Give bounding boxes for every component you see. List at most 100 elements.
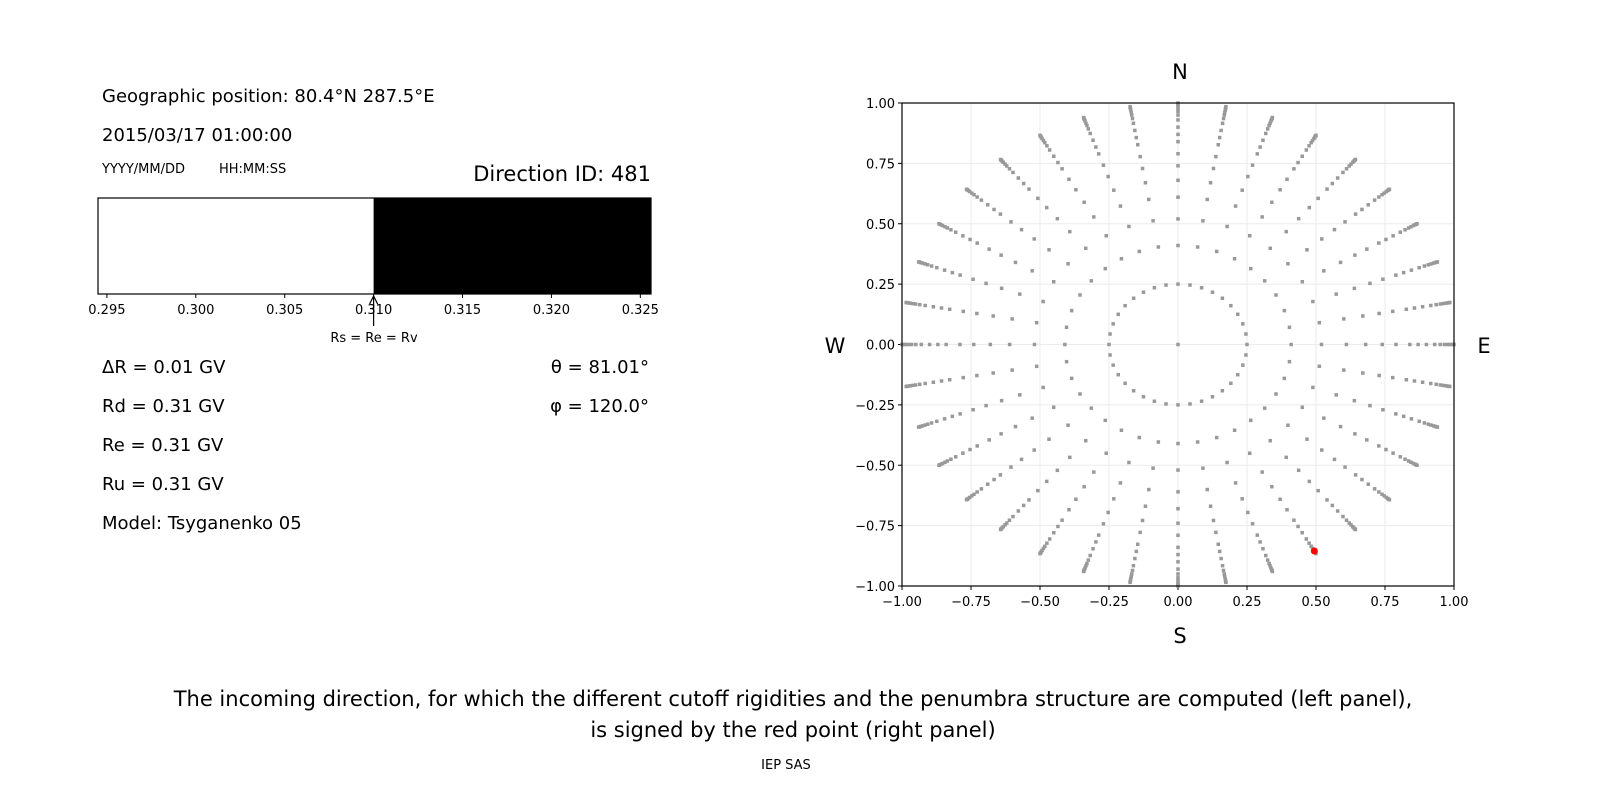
data-point — [1082, 484, 1086, 489]
data-point — [1438, 342, 1442, 347]
data-point — [1381, 277, 1385, 281]
data-point — [998, 212, 1003, 216]
data-point — [1129, 110, 1134, 115]
data-point — [1224, 580, 1228, 585]
data-point — [1221, 116, 1226, 121]
data-point — [1205, 487, 1209, 492]
data-point — [923, 423, 927, 427]
data-point — [1047, 248, 1051, 252]
y-tick-label: −0.50 — [855, 459, 895, 474]
data-point — [1246, 174, 1250, 179]
data-point — [998, 157, 1003, 162]
data-point — [1270, 484, 1274, 489]
data-point — [1236, 372, 1240, 377]
data-point — [1116, 312, 1120, 317]
data-point — [1030, 416, 1034, 420]
x-tick-label: −0.25 — [1089, 595, 1129, 610]
data-point — [1264, 131, 1268, 136]
data-point — [1300, 279, 1305, 284]
data-point — [1435, 425, 1440, 429]
data-point — [1268, 121, 1272, 125]
data-point — [1201, 219, 1205, 223]
data-point — [1217, 135, 1222, 140]
bar-frame — [97, 197, 652, 295]
data-point — [1129, 574, 1134, 579]
data-point — [1118, 204, 1123, 208]
x-tick-label: 0.300 — [177, 303, 214, 318]
data-point — [1038, 133, 1042, 138]
data-point — [1287, 325, 1292, 330]
data-point — [1128, 104, 1132, 109]
data-point — [1176, 113, 1180, 117]
penumbra-bar-chart: 0.295 0.300 0.305 0.310 0.315 0.320 0.325 — [88, 197, 659, 326]
data-point — [1292, 518, 1296, 522]
data-point — [1089, 279, 1094, 283]
data-point — [972, 192, 976, 197]
data-point — [971, 277, 975, 281]
data-point — [947, 377, 952, 382]
data-point — [1325, 498, 1329, 502]
data-point — [1130, 116, 1135, 121]
data-point — [1222, 572, 1226, 576]
data-point — [1216, 542, 1221, 547]
data-point — [918, 382, 922, 387]
data-point — [1219, 556, 1223, 561]
y-tick-label: 0.25 — [866, 278, 895, 293]
data-point — [1365, 247, 1369, 251]
data-point — [1255, 152, 1260, 156]
data-point — [1282, 376, 1287, 381]
data-point — [1027, 498, 1031, 502]
data-point — [1305, 437, 1309, 441]
data-point — [1195, 245, 1200, 249]
data-point — [1292, 167, 1296, 171]
data-point — [1240, 497, 1244, 501]
data-point — [961, 234, 965, 238]
data-point — [1300, 154, 1304, 159]
data-point — [1066, 262, 1070, 266]
data-point — [1005, 164, 1009, 168]
data-point — [1438, 383, 1443, 387]
data-point — [1361, 371, 1365, 375]
data-point — [1225, 224, 1229, 229]
data-point — [1224, 104, 1228, 109]
data-point — [914, 342, 918, 347]
data-point — [1349, 162, 1353, 166]
data-point — [1176, 342, 1180, 347]
data-point — [1255, 533, 1260, 537]
data-point — [1353, 527, 1358, 532]
data-point — [1034, 364, 1039, 369]
data-point — [1141, 290, 1146, 294]
data-point — [1382, 191, 1386, 195]
data-point — [1069, 376, 1074, 381]
data-point — [1443, 301, 1448, 305]
data-point — [1441, 301, 1445, 306]
data-point — [1096, 152, 1101, 156]
data-point — [1152, 286, 1157, 290]
data-point — [936, 342, 940, 347]
data-point — [1104, 233, 1108, 238]
data-point — [935, 419, 939, 424]
data-point — [1268, 564, 1272, 568]
data-point — [1127, 460, 1131, 465]
data-point — [1391, 451, 1395, 455]
data-point — [1267, 123, 1271, 128]
data-point — [1377, 195, 1381, 199]
data-point — [1106, 510, 1110, 515]
data-point — [987, 438, 991, 442]
data-point — [1296, 216, 1301, 221]
data-point — [1107, 342, 1111, 347]
data-point — [1429, 262, 1433, 266]
data-point — [975, 241, 979, 245]
data-point — [1404, 307, 1409, 312]
data-point — [1317, 364, 1322, 369]
data-point — [911, 301, 915, 306]
data-point — [1387, 497, 1392, 502]
data-point — [1063, 342, 1067, 347]
data-point — [1205, 197, 1209, 202]
data-point — [1305, 248, 1309, 252]
data-point — [972, 342, 976, 347]
data-point — [1176, 533, 1180, 538]
data-point — [1232, 428, 1237, 432]
data-point — [1195, 440, 1200, 444]
data-point — [1268, 438, 1273, 443]
